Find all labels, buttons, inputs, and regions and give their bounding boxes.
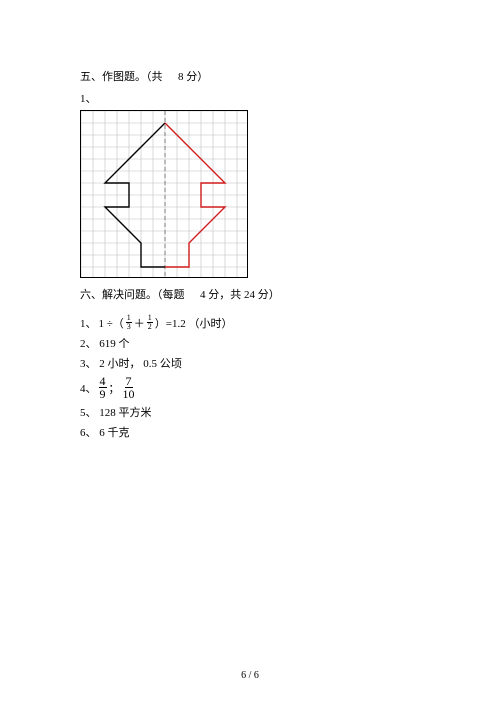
section-6-heading: 六、解决问题。（每题 4 分，共 24 分） bbox=[80, 286, 440, 302]
answer-q1-frac1-den: 3 bbox=[126, 323, 132, 331]
section-5-heading-suffix: 分） bbox=[186, 71, 208, 83]
answer-q6-label: 6、 bbox=[80, 427, 97, 439]
section-6-total: 24 bbox=[244, 289, 255, 301]
answer-q6-text: 6 千克 bbox=[99, 427, 129, 439]
answer-q2: 2、 619 个 bbox=[80, 335, 440, 351]
answer-q1-prefix: 1 ÷（ bbox=[99, 315, 124, 331]
section-5-q1-label: 1、 bbox=[80, 90, 440, 106]
answer-q2-label: 2、 bbox=[80, 338, 97, 350]
answer-q1-suffix: ）=1.2 （小时） bbox=[155, 315, 233, 331]
answer-q4-frac2-den: 10 bbox=[122, 388, 136, 400]
symmetry-figure-svg bbox=[81, 111, 248, 278]
answer-q3-label: 3、 bbox=[80, 358, 97, 370]
page-footer: 6 / 6 bbox=[0, 670, 500, 681]
section-6-mid: 分，共 bbox=[208, 289, 241, 301]
section-5-heading: 五、作图题。（共 8 分） bbox=[80, 68, 440, 84]
section-5-heading-prefix: 五、作图题。（共 bbox=[80, 71, 163, 83]
answer-q4: 4、 4 9 ； 7 10 bbox=[80, 375, 440, 400]
answer-q4-sep: ； bbox=[109, 380, 120, 396]
answer-q4-frac2: 7 10 bbox=[122, 375, 136, 400]
page-content: 五、作图题。（共 8 分） 1、 六、解决问题。（每题 4 分，共 24 分） … bbox=[80, 68, 440, 444]
answer-q1-label: 1、 bbox=[80, 315, 97, 331]
answer-q4-frac1: 4 9 bbox=[99, 375, 107, 400]
answer-q4-label: 4、 bbox=[80, 380, 97, 396]
section-5-heading-points: 8 bbox=[178, 71, 184, 83]
answer-q1: 1、 1 ÷（ 1 3 ＋ 1 2 ）=1.2 （小时） bbox=[80, 314, 440, 331]
answer-q1-frac2: 1 2 bbox=[147, 314, 153, 331]
answer-q6: 6、 6 千克 bbox=[80, 424, 440, 440]
answer-q1-frac2-den: 2 bbox=[147, 323, 153, 331]
answer-q3-text: 2 小时， 0.5 公顷 bbox=[99, 358, 182, 370]
answer-q1-frac1: 1 3 bbox=[126, 314, 132, 331]
answer-q5-text: 128 平方米 bbox=[99, 407, 151, 419]
answer-q5: 5、 128 平方米 bbox=[80, 404, 440, 420]
section-6-heading-prefix: 六、解决问题。（每题 bbox=[80, 289, 185, 301]
answer-q3: 3、 2 小时， 0.5 公顷 bbox=[80, 355, 440, 371]
section-6-per-q: 4 bbox=[200, 289, 206, 301]
section-6-suffix: 分） bbox=[258, 289, 280, 301]
answer-q1-plus: ＋ bbox=[134, 315, 145, 331]
answer-q4-frac1-den: 9 bbox=[99, 388, 107, 400]
answer-q2-text: 619 个 bbox=[99, 338, 129, 350]
symmetry-figure bbox=[80, 110, 248, 278]
answer-q5-label: 5、 bbox=[80, 407, 97, 419]
